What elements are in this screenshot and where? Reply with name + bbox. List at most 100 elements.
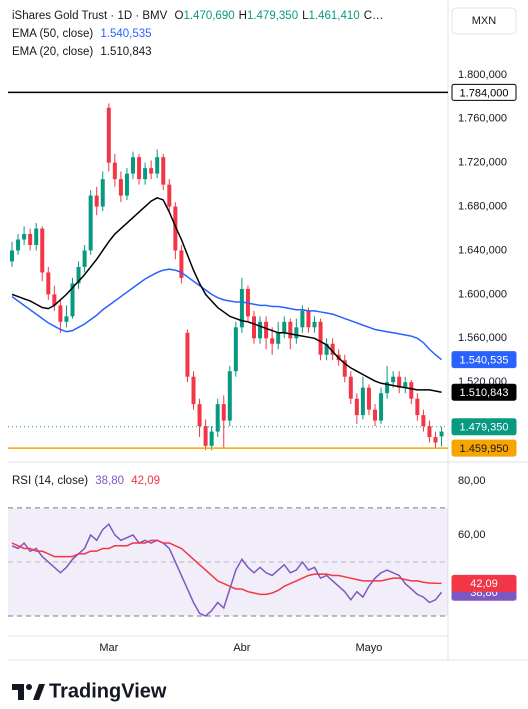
candle-body [221, 404, 226, 421]
candle-body [373, 409, 377, 421]
brand: TradingView [49, 680, 167, 702]
ohlc-key: C… [363, 10, 384, 22]
candle-body [118, 179, 123, 196]
candle-body [82, 250, 87, 267]
currency: MXN [472, 15, 497, 27]
candle-body [106, 107, 111, 163]
candle-body [258, 321, 263, 339]
candle-body [294, 327, 299, 339]
candle-body [415, 398, 420, 416]
candle-body [10, 250, 14, 262]
x-tick-label: Mar [99, 642, 118, 654]
ohlc-key: L [302, 10, 309, 22]
legend-name: RSI (14, close) [12, 475, 89, 487]
candle-body [143, 168, 148, 180]
currency-button[interactable] [451, 7, 517, 35]
candle-body [391, 376, 396, 383]
ema-line [11, 268, 443, 361]
candle-body [34, 228, 39, 245]
price-tag [451, 351, 517, 369]
candle-body [137, 157, 142, 180]
candle-body [22, 234, 27, 240]
candle-body [227, 371, 232, 421]
candle-body [385, 382, 390, 394]
y-tick-label: 80,00 [458, 475, 486, 487]
candle-body [288, 321, 293, 339]
candle-body [270, 338, 275, 344]
legend-value: 1.540,535 [100, 28, 152, 40]
y-tick-label: 1.560,000 [458, 332, 507, 344]
x-tick-label: Mayo [355, 642, 382, 654]
candle-body [112, 162, 117, 180]
ema20-legend: EMA (20, close) 1.510,843 [12, 46, 156, 58]
candle-body [197, 404, 202, 427]
ohlc-value: 1.470,690 [183, 10, 235, 22]
candle-body [421, 415, 426, 427]
candle-body [348, 376, 353, 399]
candle-body [427, 426, 432, 438]
y-tick-label: 60,00 [458, 529, 486, 541]
price-tag [451, 383, 517, 401]
candle-body [300, 310, 305, 328]
price-tag-label: 1.510,843 [460, 387, 509, 399]
candle-body [360, 387, 365, 416]
candle-body [366, 387, 371, 410]
candle-body [161, 157, 166, 185]
candle-body [52, 294, 57, 306]
y-tick-label: 1.680,000 [458, 200, 507, 212]
candle-body [124, 173, 129, 196]
y-tick-label: 1.640,000 [458, 244, 507, 256]
candle-body [264, 321, 269, 339]
logo [12, 684, 45, 700]
price-tag-label: 1.459,950 [460, 443, 509, 455]
candle-body [94, 195, 99, 207]
rsi-line [11, 539, 442, 596]
candle-body [397, 376, 402, 388]
price-tag-label: 42,09 [470, 578, 498, 590]
candle-body [215, 404, 220, 432]
candle-body [403, 382, 408, 388]
candle-body [306, 310, 311, 328]
candle-body [239, 288, 244, 328]
candle-body [330, 343, 335, 355]
candle-body [282, 321, 287, 333]
price-tag [451, 574, 517, 592]
candle-body [318, 321, 323, 355]
candle-body [203, 426, 208, 446]
price-tag [451, 83, 517, 101]
symbol-title: iShares Gold Trust · 1D · BMV [12, 10, 168, 22]
header: iShares Gold Trust · 1D · BMV O1.470,690… [12, 10, 388, 22]
candles [10, 103, 444, 451]
x-tick-label: Abr [233, 642, 250, 654]
candle-body [131, 157, 135, 174]
candle-body [76, 266, 81, 284]
candle-body [88, 195, 93, 251]
y-tick-label: 1.600,000 [458, 288, 507, 300]
legend-value: 1.510,843 [100, 46, 152, 58]
candle-body [40, 228, 45, 273]
y-tick-label: 1.800,000 [458, 69, 507, 81]
candle-body [46, 272, 51, 295]
candle-body [409, 382, 414, 399]
candle-body [70, 283, 75, 317]
ohlc-key: O [174, 10, 184, 22]
candle-body [149, 168, 154, 174]
candle-body [173, 206, 178, 251]
ohlc-legend: O1.470,690 H1.479,350 L1.461,410 C… [175, 10, 384, 22]
candle-body [342, 360, 347, 377]
candle-body [354, 398, 359, 416]
candle-body [64, 316, 69, 322]
y-tick-label: 1.760,000 [458, 113, 507, 125]
candle-body [276, 332, 281, 344]
legend-name: EMA (50, close) [12, 28, 94, 40]
legend-value: 42,09 [131, 475, 161, 487]
candle-body [379, 393, 384, 421]
candle-body [439, 431, 444, 437]
legend-value: 38,80 [95, 475, 125, 487]
price-tag [451, 418, 517, 436]
candle-body [179, 250, 184, 278]
candle-body [252, 316, 256, 339]
y-tick-label: 1.720,000 [458, 157, 507, 169]
